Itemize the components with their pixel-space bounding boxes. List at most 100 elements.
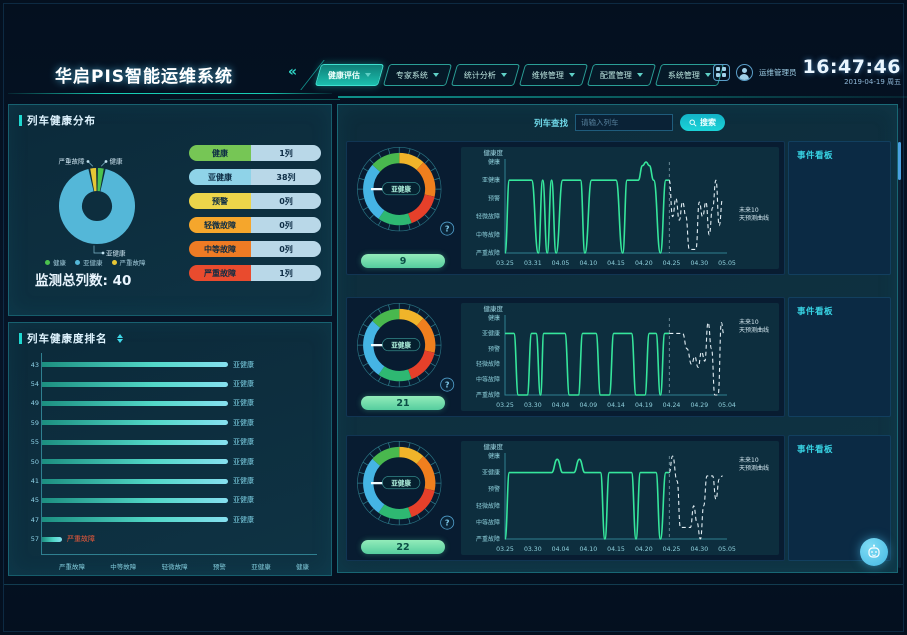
train-number-pill[interactable]: 21 <box>361 396 445 410</box>
nav-tab-0[interactable]: 健康评估 <box>314 64 385 86</box>
svg-text:严重故障: 严重故障 <box>476 535 500 543</box>
ranking-bar <box>42 536 62 542</box>
ranking-axis-labels: 严重故障 中等故障 轻微故障 预警 亚健康 健康 <box>41 561 317 571</box>
nav-tab-4[interactable]: 配置管理 <box>586 64 657 86</box>
app-title: 华启PIS智能运维系统 <box>55 67 234 87</box>
scrollbar-track <box>898 108 901 568</box>
ranking-row[interactable]: 50 亚健康 <box>23 452 319 471</box>
svg-text:亚健康: 亚健康 <box>391 184 411 193</box>
nav-tab-label: 健康评估 <box>328 70 360 80</box>
sort-icon[interactable] <box>116 334 123 343</box>
ranking-row[interactable]: 45 亚健康 <box>23 491 319 510</box>
ranking-row[interactable]: 57 严重故障 <box>23 530 319 549</box>
collapse-nav-icon[interactable]: « <box>288 64 298 80</box>
ranking-status-label: 亚健康 <box>233 380 254 389</box>
svg-text:严重故障: 严重故障 <box>59 157 86 166</box>
nav-tab-2[interactable]: 统计分析 <box>450 64 521 86</box>
health-donut-chart: 严重故障 健康亚健康 <box>11 149 191 271</box>
chevron-down-icon <box>637 73 643 77</box>
chevron-down-icon <box>569 73 575 77</box>
help-icon[interactable]: ? <box>440 221 455 236</box>
svg-text:预警: 预警 <box>488 194 500 202</box>
scrollbar-thumb[interactable] <box>898 142 901 180</box>
stat-count: 1列 <box>251 145 321 161</box>
svg-text:04.14: 04.14 <box>607 402 625 409</box>
svg-text:亚健康: 亚健康 <box>106 249 126 258</box>
svg-text:健康: 健康 <box>110 157 124 166</box>
svg-text:天预测曲线: 天预测曲线 <box>739 464 769 472</box>
ranking-bar <box>42 362 228 368</box>
svg-text:03.31: 03.31 <box>524 260 542 267</box>
train-row-card: 亚健康? 21 健康度 健康 亚健康 预警 轻微故障 中等故障 严重故障 03.25 03.30… <box>346 297 785 417</box>
stat-pill: 预警 0列 <box>189 193 321 209</box>
ranking-bar <box>42 517 228 523</box>
svg-text:亚健康: 亚健康 <box>482 469 500 477</box>
ranking-status-label: 亚健康 <box>233 515 254 524</box>
search-button[interactable]: 搜索 <box>680 114 726 131</box>
train-id-label: 47 <box>30 515 39 524</box>
train-id-label: 55 <box>30 438 39 447</box>
svg-text:中等故障: 中等故障 <box>476 376 500 384</box>
monitored-total: 监测总列数: 40 <box>35 273 132 289</box>
train-id-label: 50 <box>30 457 39 466</box>
bottom-frame-line <box>4 584 903 585</box>
user-avatar-icon[interactable] <box>735 63 753 81</box>
train-id-label: 49 <box>30 399 39 408</box>
svg-text:04.05: 04.05 <box>552 260 570 267</box>
svg-text:04.04: 04.04 <box>552 402 570 409</box>
ranking-row[interactable]: 55 亚健康 <box>23 433 319 452</box>
svg-text:03.25: 03.25 <box>496 546 514 553</box>
search-button-label: 搜索 <box>700 118 717 127</box>
help-icon[interactable]: ? <box>440 515 455 530</box>
help-icon[interactable]: ? <box>440 377 455 392</box>
ranking-bar <box>42 459 228 465</box>
assistant-robot-button[interactable] <box>860 538 888 566</box>
search-input[interactable] <box>575 114 674 131</box>
panel-title-row: 列车健康分布 <box>19 113 96 128</box>
ranking-row[interactable]: 41 亚健康 <box>23 471 319 490</box>
ranking-status-label: 亚健康 <box>233 438 254 447</box>
svg-text:轻微故障: 轻微故障 <box>476 213 500 221</box>
svg-text:04.25: 04.25 <box>663 546 681 553</box>
ranking-chart: 43 亚健康 54 亚健康 49 亚健康 59 亚健康 55 亚健康 50 亚健康 41 亚健康 45 亚健康… <box>23 351 319 573</box>
ranking-bar <box>42 420 228 426</box>
svg-text:?: ? <box>445 224 450 233</box>
svg-text:健康度: 健康度 <box>484 304 504 313</box>
svg-text:严重故障: 严重故障 <box>476 391 500 399</box>
ranking-status-label: 亚健康 <box>233 399 254 408</box>
train-number-pill[interactable]: 22 <box>361 540 445 554</box>
ranking-row[interactable]: 47 亚健康 <box>23 510 319 529</box>
search-icon <box>689 118 697 127</box>
svg-text:03.25: 03.25 <box>496 402 514 409</box>
ranking-bar <box>42 497 228 503</box>
ranking-bar <box>42 400 228 406</box>
train-id-label: 41 <box>30 477 39 486</box>
health-stat-pills: 健康 1列 亚健康 38列 预警 0列 轻微故障 0列 中等故障 0列 严重故障 1列 <box>189 145 321 281</box>
train-number-pill[interactable]: 9 <box>361 254 445 268</box>
ranking-row[interactable]: 59 亚健康 <box>23 413 319 432</box>
apps-grid-icon[interactable] <box>712 63 730 81</box>
ranking-status-label: 亚健康 <box>233 360 254 369</box>
header-right: 运维管理员 16:47:46 2019-04-19 周五 <box>712 58 901 86</box>
ranking-row[interactable]: 43 亚健康 <box>23 355 319 374</box>
svg-text:中等故障: 中等故障 <box>476 231 500 239</box>
nav-tab-label: 专家系统 <box>396 70 428 80</box>
ranking-row[interactable]: 54 亚健康 <box>23 374 319 393</box>
stat-pill: 中等故障 0列 <box>189 241 321 257</box>
health-trend-chart: 健康度 健康 亚健康 预警 轻微故障 中等故障 严重故障 03.25 03.30 04.04 04.… <box>461 441 779 555</box>
stat-label: 亚健康 <box>189 169 251 185</box>
ranking-axis-label: 中等故障 <box>110 563 137 571</box>
event-board: 事件看板 <box>788 297 891 417</box>
legend-dot <box>111 259 117 265</box>
stat-count: 1列 <box>251 265 321 281</box>
nav-tab-3[interactable]: 维修管理 <box>518 64 589 86</box>
distribution-title: 列车健康分布 <box>27 115 96 127</box>
nav-tab-1[interactable]: 专家系统 <box>382 64 453 86</box>
header: 华启PIS智能运维系统 « 健康评估 专家系统 统计分析 维修管理 配置管理 系统管理 运… <box>0 0 907 100</box>
title-underline-2 <box>160 99 340 100</box>
legend-dot <box>45 259 50 265</box>
svg-text:04.15: 04.15 <box>607 260 625 267</box>
svg-text:05.05: 05.05 <box>718 546 736 553</box>
ranking-row[interactable]: 49 亚健康 <box>23 394 319 413</box>
